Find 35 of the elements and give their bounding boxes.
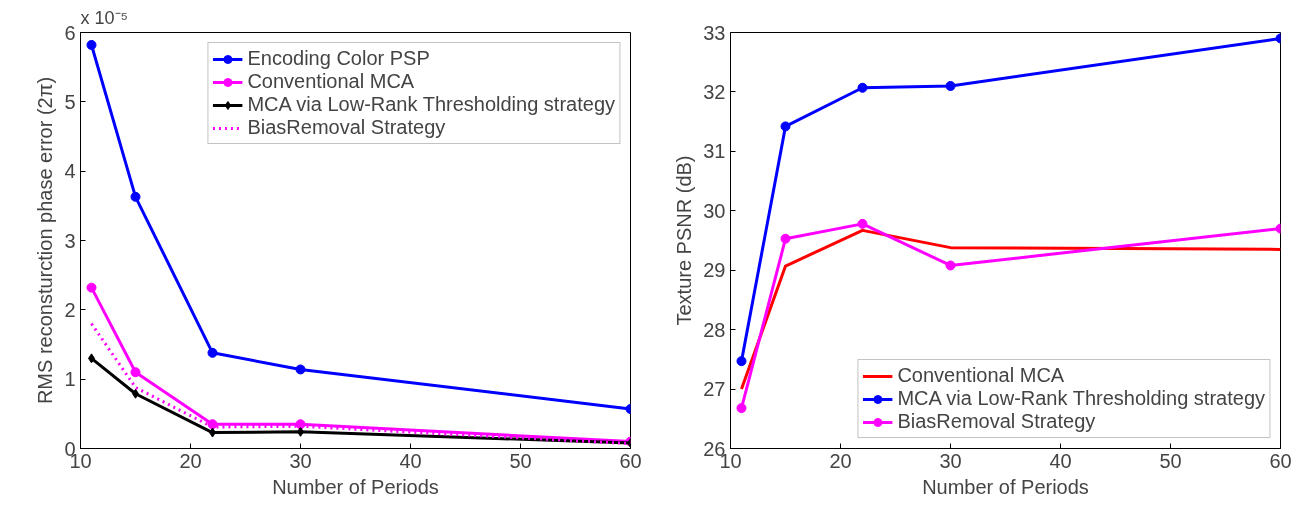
legend-label: Encoding Color PSP [247, 47, 430, 70]
x-axis-title: Number of Periods [272, 475, 439, 498]
x-tick-label: 40 [1049, 449, 1072, 472]
x-tick-label: 60 [1269, 449, 1292, 472]
x-axis-title: Number of Periods [922, 475, 1089, 498]
y-tick-label: 2 [64, 298, 76, 321]
x-tick-label: 50 [509, 449, 532, 472]
legend-label: BiasRemoval Strategy [247, 116, 446, 139]
x-tick-label: 30 [289, 449, 312, 472]
legend-label: Conventional MCA [897, 364, 1065, 387]
x-tick-label: 20 [179, 449, 202, 472]
y-tick-label: 30 [703, 199, 726, 222]
y-tick-label: 5 [64, 90, 76, 113]
y-axis-title: Texture PSNR (dB) [673, 155, 696, 326]
y-tick-label: 3 [64, 229, 76, 252]
y-tick-label: 32 [703, 80, 726, 103]
legend-label: BiasRemoval Strategy [897, 410, 1096, 433]
legend-label: Conventional MCA [247, 70, 415, 93]
y-tick-label: 27 [703, 378, 726, 401]
x-tick-label: 40 [399, 449, 422, 472]
y-tick-label: 31 [703, 140, 726, 163]
y-tick-label: 1 [64, 368, 76, 391]
y-tick-label: 29 [703, 259, 726, 282]
x-tick-label: 50 [1159, 449, 1182, 472]
legend-label: MCA via Low-Rank Thresholding strategy [247, 93, 615, 116]
text: x 10⁻⁵ [80, 7, 128, 28]
y-tick-label: 6 [64, 21, 76, 44]
x-tick-label: 30 [939, 449, 962, 472]
y-tick-label: 4 [64, 160, 76, 183]
y-axis-title: RMS reconsturction phase error (2π) [34, 76, 57, 405]
x-tick-label: 60 [619, 449, 642, 472]
x-tick-label: 20 [829, 449, 852, 472]
y-tick-label: 28 [703, 318, 726, 341]
legend-label: MCA via Low-Rank Thresholding strategy [897, 387, 1265, 410]
y-tick-label: 33 [703, 21, 726, 44]
